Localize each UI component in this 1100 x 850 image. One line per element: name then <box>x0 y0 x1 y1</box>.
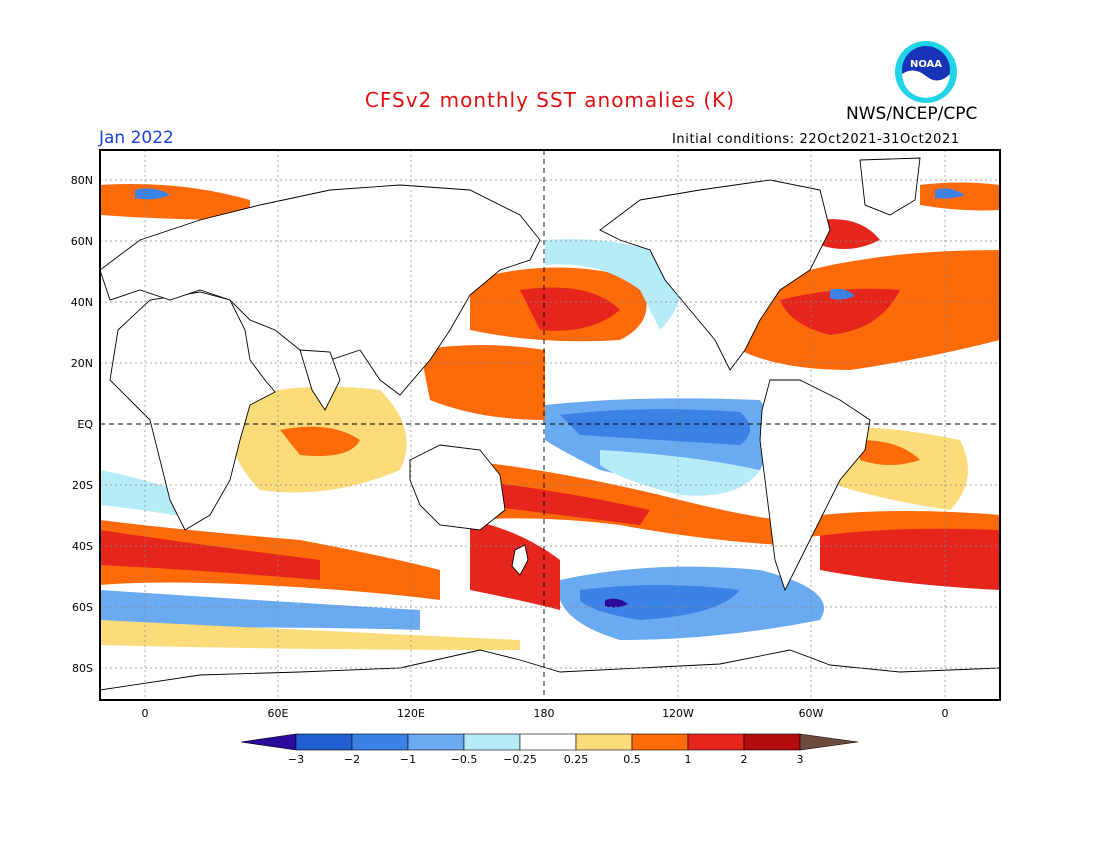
colorbar-label: −0.5 <box>451 753 478 766</box>
lat-label: 80S <box>72 662 93 675</box>
colorbar-label: −3 <box>288 753 304 766</box>
anomaly-field <box>100 182 1000 650</box>
noaa-logo-icon: NOAA <box>895 41 957 103</box>
colorbar-segment <box>407 733 465 751</box>
lon-label: 180 <box>534 707 555 720</box>
colorbar-segment <box>575 733 633 751</box>
colorbar-label: −1 <box>400 753 416 766</box>
lat-label: 40N <box>71 296 93 309</box>
colorbar-segment <box>519 733 577 751</box>
coastlines <box>100 157 1000 700</box>
colorbar-label: 1 <box>685 753 692 766</box>
lat-label: 80N <box>71 174 93 187</box>
agency-label: NWS/NCEP/CPC <box>846 104 978 124</box>
colorbar-segment <box>351 733 409 751</box>
lon-label: 120E <box>397 707 425 720</box>
lat-label: 60N <box>71 235 93 248</box>
lon-label: 120W <box>662 707 694 720</box>
colorbar: −3 −2 −1 −0.5 −0.25 0.25 0.5 1 2 3 <box>240 733 859 766</box>
lat-label: 40S <box>72 540 93 553</box>
colorbar-label: 0.25 <box>564 753 589 766</box>
lon-label: 60E <box>268 707 289 720</box>
map-frame <box>99 149 1001 701</box>
forecast-month: Jan 2022 <box>99 128 174 148</box>
lon-label: 0 <box>142 707 149 720</box>
chart-title: CFSv2 monthly SST anomalies (K) <box>364 88 736 112</box>
lat-label: 20N <box>71 357 93 370</box>
colorbar-segment <box>463 733 521 751</box>
colorbar-label: −0.25 <box>503 753 537 766</box>
colorbar-arrow-high <box>799 733 859 751</box>
noaa-logo-text: NOAA <box>910 59 942 70</box>
colorbar-label: −2 <box>344 753 360 766</box>
colorbar-segment <box>631 733 689 751</box>
initial-conditions: Initial conditions: 22Oct2021-31Oct2021 <box>672 132 960 147</box>
lon-label: 0 <box>942 707 949 720</box>
colorbar-segment <box>687 733 745 751</box>
graticule <box>100 150 1000 700</box>
colorbar-segment <box>295 733 353 751</box>
lat-label: 60S <box>72 601 93 614</box>
colorbar-segment <box>743 733 801 751</box>
colorbar-label: 2 <box>741 753 748 766</box>
colorbar-label: 3 <box>797 753 804 766</box>
lat-label: 20S <box>72 479 93 492</box>
lon-label: 60W <box>799 707 824 720</box>
lon-axis: 0 60E 120E 180 120W 60W 0 <box>142 707 949 720</box>
colorbar-label: 0.5 <box>623 753 641 766</box>
colorbar-arrow-low <box>240 733 297 751</box>
reference-lines <box>100 150 1000 700</box>
lat-axis: 80N 60N 40N 20N EQ 20S 40S 60S 80S <box>71 174 94 675</box>
lat-label: EQ <box>77 418 93 431</box>
